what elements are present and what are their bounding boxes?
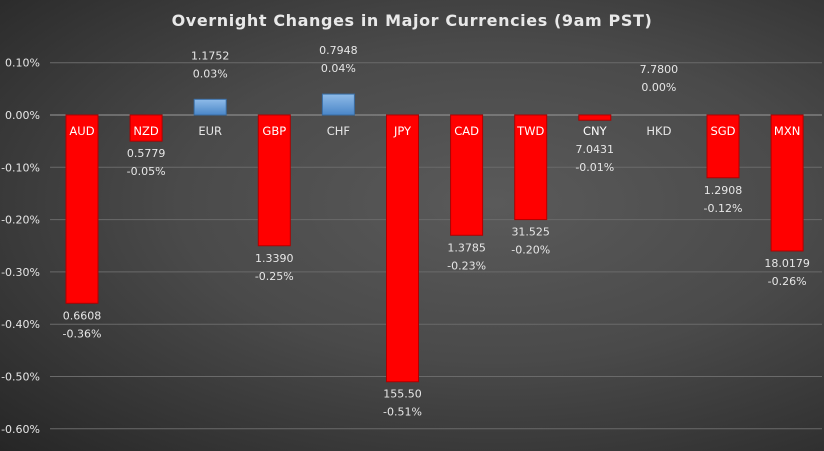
y-tick-label: -0.50%	[1, 371, 40, 384]
y-tick-label: -0.20%	[1, 214, 40, 227]
rate-label: 1.1752	[191, 49, 230, 62]
rate-label: 0.7948	[319, 44, 358, 57]
category-label: CNY	[583, 124, 608, 138]
change-label: -0.20%	[511, 244, 550, 257]
y-tick-label: -0.60%	[1, 423, 40, 436]
rate-label: 1.3390	[255, 252, 294, 265]
category-label: TWD	[516, 124, 544, 138]
change-label: -0.12%	[704, 202, 743, 215]
category-label: CAD	[454, 124, 479, 138]
y-tick-label: -0.40%	[1, 318, 40, 331]
rate-label: 7.0431	[576, 143, 615, 156]
bar-gbp	[257, 114, 291, 247]
y-tick-label: 0.00%	[5, 109, 40, 122]
bar-cad	[450, 114, 484, 236]
bar-jpy	[386, 114, 419, 383]
rate-label: 31.525	[511, 226, 550, 239]
change-label: -0.26%	[768, 275, 807, 288]
change-label: 0.03%	[193, 67, 228, 80]
y-tick-label: -0.30%	[1, 266, 40, 279]
change-label: -0.25%	[255, 270, 294, 283]
category-label: CHF	[327, 124, 350, 138]
category-label: EUR	[198, 124, 222, 138]
bar-cny	[578, 114, 612, 121]
category-label: AUD	[69, 124, 94, 138]
change-label: 0.04%	[321, 62, 356, 75]
bar-sgd	[706, 114, 740, 179]
rate-label: 0.5779	[127, 147, 166, 160]
bar-eur	[193, 98, 227, 116]
change-label: -0.05%	[127, 165, 166, 178]
category-label: NZD	[133, 124, 158, 138]
category-label: SGD	[710, 124, 735, 138]
rate-label: 1.2908	[704, 184, 743, 197]
y-tick-label: -0.10%	[1, 161, 40, 174]
bar-nzd	[129, 114, 163, 142]
rate-label: 7.7800	[640, 63, 679, 76]
rate-label: 155.50	[383, 388, 422, 401]
y-tick-label: 0.10%	[5, 57, 40, 70]
rate-label: 1.3785	[447, 241, 486, 254]
category-label: MXN	[774, 124, 800, 138]
change-label: -0.23%	[447, 259, 486, 272]
category-label: JPY	[393, 124, 412, 138]
change-label: -0.01%	[575, 161, 614, 174]
rate-label: 18.0179	[764, 257, 810, 270]
change-label: -0.51%	[383, 406, 422, 419]
category-label: GBP	[262, 124, 286, 138]
chart-title: Overnight Changes in Major Currencies (9…	[171, 11, 653, 30]
category-label: HKD	[646, 124, 671, 138]
bar-mxn	[770, 114, 804, 252]
change-label: -0.36%	[63, 327, 102, 340]
bar-aud	[65, 114, 99, 304]
change-label: 0.00%	[641, 81, 676, 94]
rate-label: 0.6608	[63, 309, 102, 322]
bar-twd	[514, 114, 548, 221]
bar-chf	[321, 93, 355, 116]
